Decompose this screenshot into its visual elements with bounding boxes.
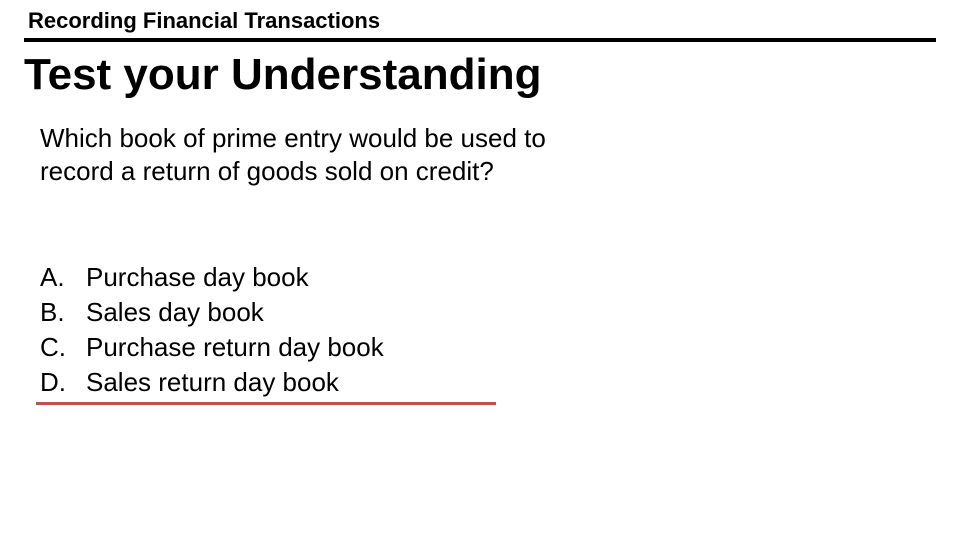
option-b: B. Sales day book (40, 295, 384, 330)
option-c: C. Purchase return day book (40, 330, 384, 365)
option-label: B. (40, 295, 86, 330)
slide: Recording Financial Transactions Test yo… (0, 0, 960, 540)
option-text: Purchase return day book (86, 330, 384, 365)
option-d: D. Sales return day book (40, 365, 384, 400)
option-text: Purchase day book (86, 260, 309, 295)
slide-header: Recording Financial Transactions (28, 8, 380, 34)
question-text: Which book of prime entry would be used … (40, 122, 560, 187)
option-label: D. (40, 365, 86, 400)
option-text: Sales return day book (86, 365, 339, 400)
options-list: A. Purchase day book B. Sales day book C… (40, 260, 384, 400)
slide-title: Test your Understanding (24, 50, 541, 100)
header-divider (24, 38, 936, 42)
option-label: C. (40, 330, 86, 365)
option-a: A. Purchase day book (40, 260, 384, 295)
answer-underline (36, 402, 496, 405)
option-text: Sales day book (86, 295, 264, 330)
option-label: A. (40, 260, 86, 295)
